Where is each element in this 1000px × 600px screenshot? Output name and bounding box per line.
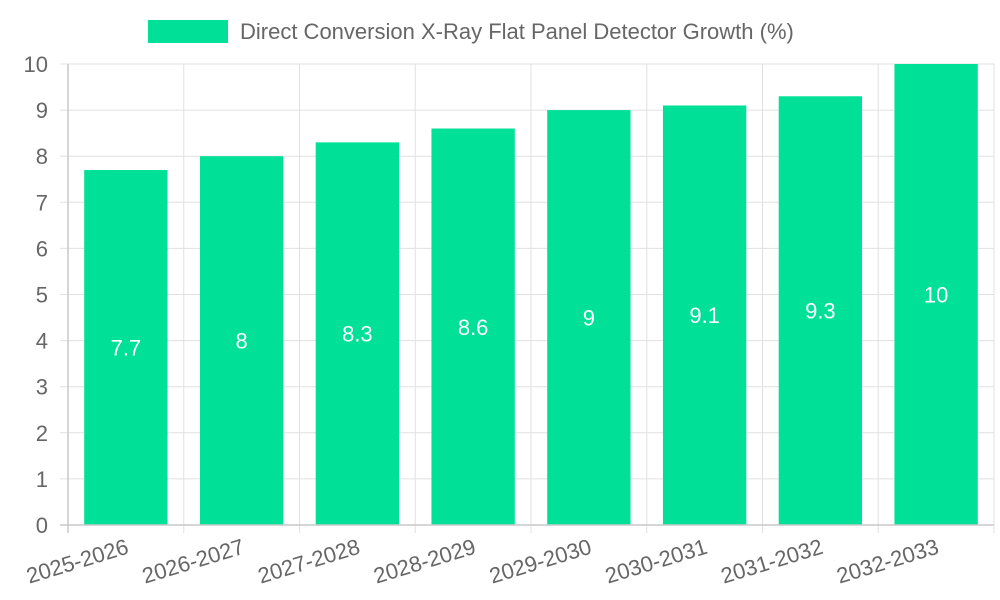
- bar[interactable]: [199, 156, 284, 525]
- bar-value-label: 8.6: [458, 315, 489, 340]
- bar-value-label: 7.7: [111, 336, 142, 361]
- x-tick-label: 2031-2032: [718, 534, 826, 589]
- y-tick-label: 1: [36, 467, 48, 492]
- bar-value-label: 8.3: [342, 322, 373, 347]
- bar[interactable]: [84, 170, 168, 525]
- legend-swatch: [148, 20, 228, 43]
- bars: [84, 64, 978, 526]
- y-tick-label: 7: [36, 190, 48, 215]
- y-tick-label: 2: [36, 421, 48, 446]
- bar-value-label: 9: [583, 306, 595, 331]
- bar-value-label: 8: [236, 329, 248, 354]
- bar-value-label: 9.1: [689, 303, 720, 328]
- x-tick-label: 2030-2031: [602, 534, 710, 589]
- y-tick-label: 4: [36, 329, 48, 354]
- y-tick-label: 10: [24, 52, 48, 77]
- data-labels: 7.7 8 8.3 8.6 9 9.1 9.3 10: [111, 283, 949, 361]
- x-tick-label: 2025-2026: [23, 534, 131, 589]
- x-tick-label: 2026-2027: [139, 534, 247, 589]
- bar-value-label: 9.3: [805, 299, 836, 324]
- bar[interactable]: [431, 128, 515, 526]
- legend[interactable]: Direct Conversion X-Ray Flat Panel Detec…: [148, 19, 794, 44]
- bar[interactable]: [662, 105, 747, 526]
- x-tick-label: 2027-2028: [255, 534, 363, 589]
- legend-label: Direct Conversion X-Ray Flat Panel Detec…: [240, 19, 794, 44]
- y-tick-label: 0: [36, 513, 48, 538]
- y-tick-label: 6: [36, 236, 48, 261]
- y-tick-label: 8: [36, 144, 48, 169]
- bar[interactable]: [894, 64, 978, 525]
- x-tick-label: 2028-2029: [371, 534, 479, 589]
- y-tick-label: 9: [36, 98, 48, 123]
- bar[interactable]: [547, 110, 631, 525]
- x-tick-label: 2032-2033: [834, 534, 942, 589]
- bar[interactable]: [315, 142, 400, 525]
- y-tick-label: 5: [36, 283, 48, 308]
- x-tick-label: 2029-2030: [486, 534, 594, 589]
- y-tick-label: 3: [36, 375, 48, 400]
- bar[interactable]: [778, 96, 863, 526]
- bar-value-label: 10: [924, 283, 948, 308]
